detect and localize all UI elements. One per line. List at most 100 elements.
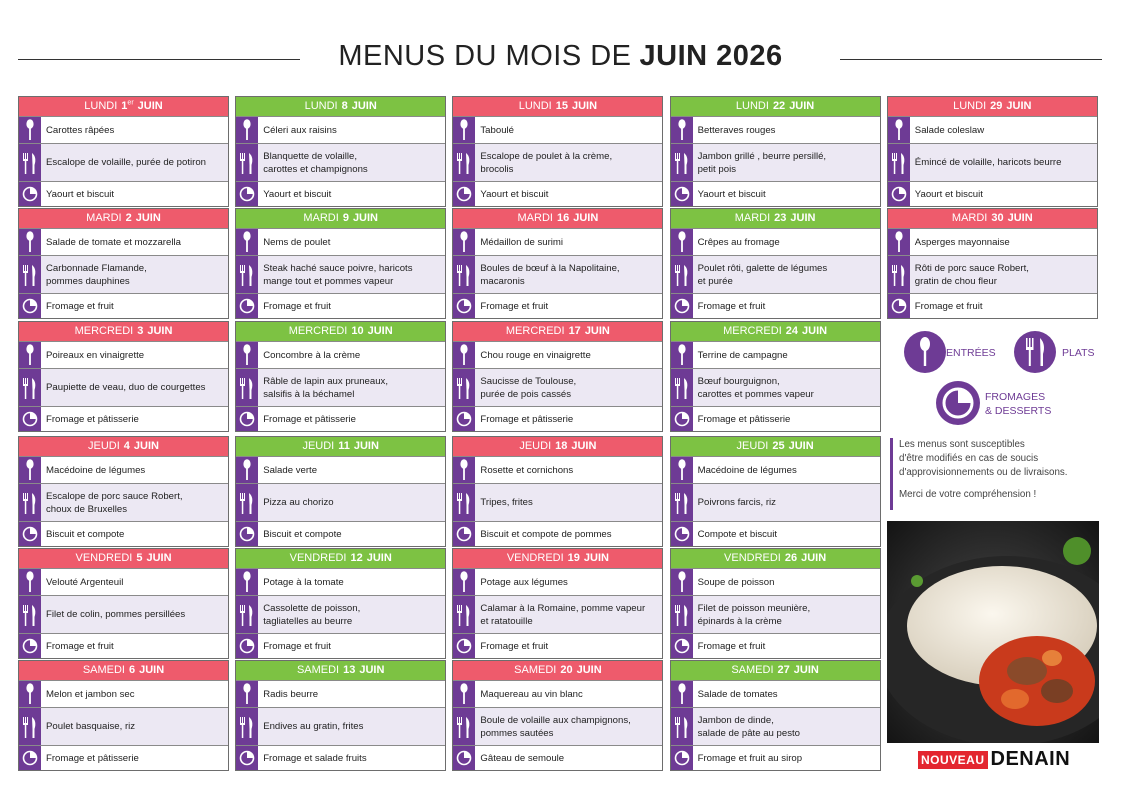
dessert-text: Yaourt et biscuit [914, 188, 983, 200]
dessert-text: Fromage et fruit [697, 300, 766, 312]
menu-row: Escalope de porc sauce Robert, choux de … [19, 483, 228, 521]
menu-row: Biscuit et compote [236, 521, 446, 546]
menu-row: Poulet rôti, galette de légumes et purée [670, 255, 880, 293]
note: Les menus sont susceptibles d'être modif… [890, 438, 1104, 510]
month: JUIN [135, 212, 161, 224]
dessert-icon [19, 407, 41, 431]
day-number: 27 [777, 664, 790, 676]
dessert-icon [236, 182, 259, 206]
day-card: VENDREDI 26 JUIN Soupe de poisson Filet de p… [669, 548, 881, 659]
entree-icon [453, 457, 476, 483]
menu-row: Rosette et cornichons [453, 456, 663, 483]
menu-row: Escalope de poulet à la crème, brocolis [453, 143, 663, 181]
day-header: MARDI 16 JUIN [453, 209, 663, 228]
note-thanks: Merci de votre compréhension ! [899, 489, 1037, 500]
menu-row: Poivrons farcis, riz [670, 483, 880, 521]
dessert-icon [19, 182, 41, 206]
menu-row: Céleri aux raisins [236, 116, 446, 143]
menu-row: Radis beurre [236, 680, 446, 707]
menu-row: Betteraves rouges [670, 116, 880, 143]
menu-row: Jambon grillé , beurre persillé, petit p… [670, 143, 880, 181]
menu-row: Gâteau de semoule [453, 745, 663, 770]
day-header: LUNDI 15 JUIN [453, 97, 663, 116]
title: MENUS DU MOIS DE JUIN 2026 [0, 40, 1121, 73]
menu-row: Paupiette de veau, duo de courgettes [19, 368, 228, 406]
entree-icon [236, 229, 259, 255]
plat-icon [670, 369, 693, 406]
dessert-icon [453, 522, 476, 546]
month: JUIN [576, 664, 602, 676]
weekday: MERCREDI [74, 325, 134, 337]
menu-row: Salade verte [236, 456, 446, 483]
plat-icon [236, 596, 259, 633]
menu-row: Poireaux en vinaigrette [19, 341, 228, 368]
menu-row: Steak haché sauce poivre, haricots mange… [236, 255, 446, 293]
day-header: VENDREDI 26 JUIN [670, 549, 880, 568]
day-header: JEUDI 4 JUIN [19, 437, 228, 456]
entree-text: Salade coleslaw [914, 124, 985, 136]
day-header: MARDI 30 JUIN [887, 209, 1097, 228]
entree-text: Betteraves rouges [697, 124, 776, 136]
plat-icon [236, 369, 259, 406]
dessert-text: Biscuit et compote [46, 528, 125, 540]
entree-text: Carottes râpées [46, 124, 115, 136]
dessert-icon [453, 182, 476, 206]
month: JUIN [573, 212, 599, 224]
plat-icon [670, 484, 693, 521]
weekday: JEUDI [519, 440, 552, 452]
month: JUIN [147, 325, 173, 337]
weekday: VENDREDI [289, 552, 347, 564]
month: JUIN [359, 664, 385, 676]
entree-icon [670, 229, 693, 255]
plat-icon [19, 256, 41, 293]
day-number: 25 [772, 440, 785, 452]
dessert-icon [670, 294, 693, 318]
month: JUIN [801, 552, 827, 564]
day-header: SAMEDI 13 JUIN [236, 661, 446, 680]
entree-icon [887, 229, 910, 255]
title-regular: MENUS DU MOIS DE [338, 40, 632, 72]
dessert-icon [19, 522, 41, 546]
weekday: SAMEDI [514, 664, 557, 676]
day-card: MARDI 16 JUIN Médaillon de surimi Boules de … [452, 208, 664, 319]
entree-icon [670, 569, 693, 595]
entree-icon [236, 569, 259, 595]
day-header: SAMEDI 27 JUIN [670, 661, 880, 680]
dessert-icon [453, 634, 476, 658]
plat-text: Poulet rôti, galette de légumes et purée [697, 262, 828, 287]
plat-icon [453, 484, 476, 521]
plat-icon [887, 256, 910, 293]
dessert-text: Fromage et fruit au sirop [697, 752, 803, 764]
menu-row: Biscuit et compote de pommes [453, 521, 663, 546]
plat-icon [453, 256, 476, 293]
plat-text: Boule de volaille aux champignons, pomme… [480, 714, 631, 739]
weekday: JEUDI [88, 440, 120, 452]
dessert-text: Compote et biscuit [697, 528, 778, 540]
weekday: MERCREDI [288, 325, 348, 337]
menu-row: Compote et biscuit [670, 521, 880, 546]
menu-row: Pizza au chorizo [236, 483, 446, 521]
food-photo [887, 521, 1099, 743]
dessert-icon [19, 746, 41, 770]
day-card: JEUDI 4 JUIN Macédoine de légumes Escalope d… [18, 436, 229, 547]
day-number: 11 [338, 440, 350, 452]
dessert-icon [236, 746, 259, 770]
entree-icon [19, 681, 41, 707]
plat-icon [670, 144, 693, 181]
day-number: 6 [129, 664, 136, 676]
dessert-text: Biscuit et compote [263, 528, 342, 540]
menu-row: Fromage et pâtisserie [453, 406, 663, 431]
day-number: 5 [136, 552, 143, 564]
day-header: LUNDI 8 JUIN [236, 97, 446, 116]
menu-row: Taboulé [453, 116, 663, 143]
dessert-text: Gâteau de semoule [480, 752, 565, 764]
title-bold: JUIN 2026 [639, 40, 783, 72]
entree-text: Maquereau au vin blanc [480, 688, 583, 700]
dessert-icon [670, 746, 693, 770]
day-card: VENDREDI 12 JUIN Potage à la tomate Cassolet… [235, 548, 447, 659]
entree-icon [19, 342, 41, 368]
month: JUIN [789, 100, 815, 112]
entree-icon [19, 117, 41, 143]
day-header: MARDI 23 JUIN [670, 209, 880, 228]
